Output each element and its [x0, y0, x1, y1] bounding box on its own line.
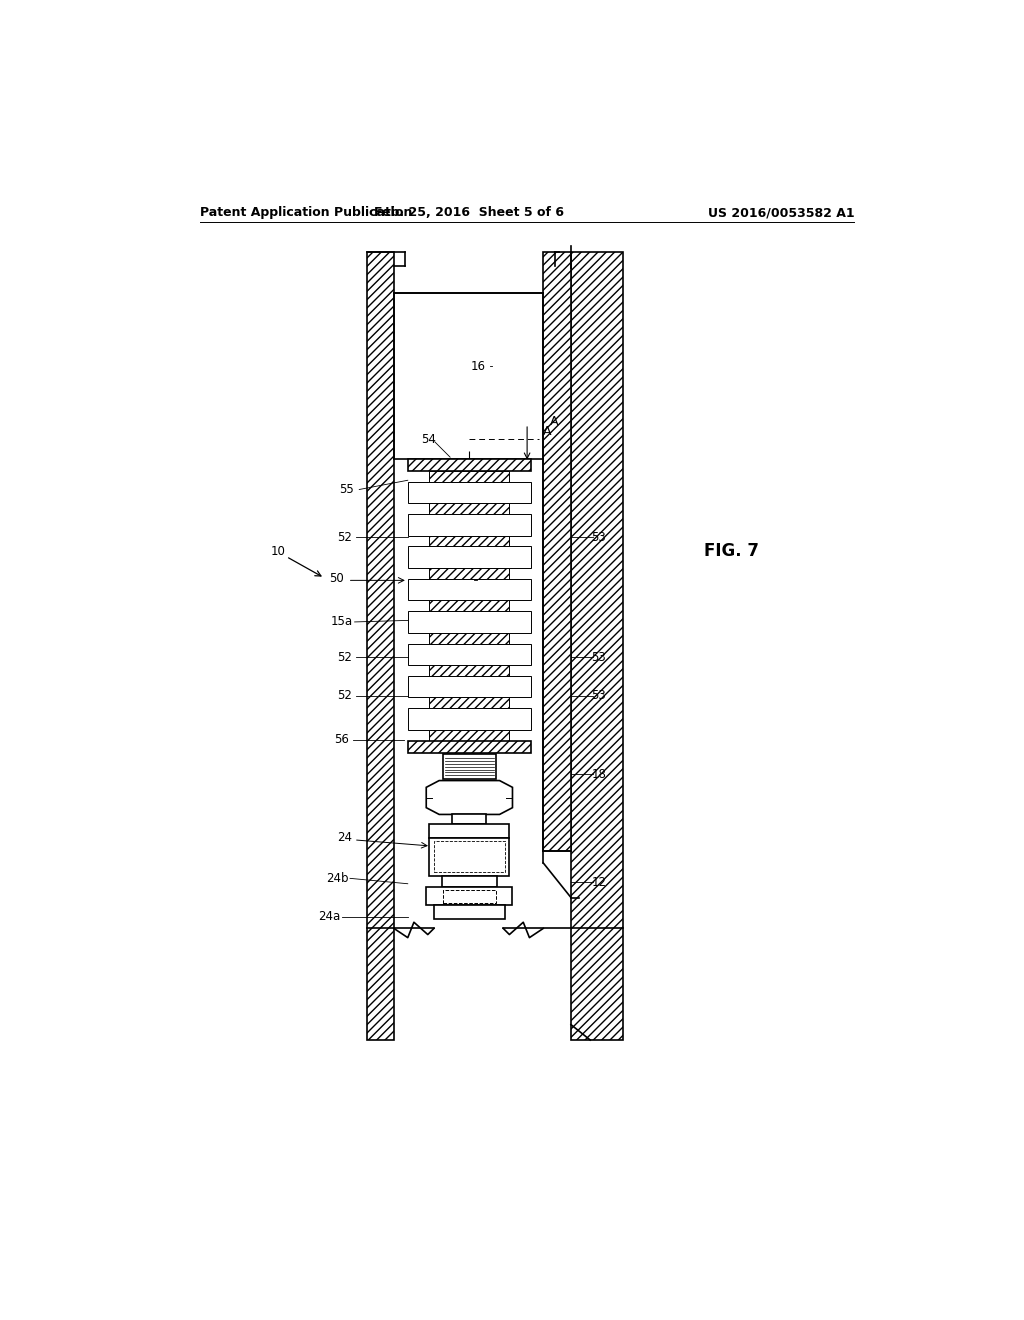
Text: 54: 54	[421, 433, 436, 446]
Bar	[426, 887, 512, 906]
Text: A: A	[550, 416, 559, 428]
Bar	[571, 252, 624, 1040]
Bar	[429, 697, 509, 708]
Bar	[408, 611, 531, 632]
Bar	[443, 890, 496, 903]
Bar	[429, 665, 509, 676]
Text: 12: 12	[591, 875, 606, 888]
Text: A: A	[543, 425, 551, 438]
Text: Patent Application Publication: Patent Application Publication	[200, 206, 413, 219]
Text: Feb. 25, 2016  Sheet 5 of 6: Feb. 25, 2016 Sheet 5 of 6	[375, 206, 564, 219]
Bar	[434, 906, 505, 919]
Bar	[429, 568, 509, 579]
Bar	[441, 876, 497, 887]
Text: FIG. 7: FIG. 7	[703, 543, 759, 560]
Text: 50: 50	[330, 572, 344, 585]
Polygon shape	[426, 780, 512, 814]
Bar	[453, 814, 486, 824]
Bar	[408, 579, 531, 601]
Bar	[429, 536, 509, 546]
Text: 53: 53	[591, 531, 606, 544]
Text: 16: 16	[471, 360, 486, 372]
Bar	[429, 471, 509, 482]
Text: 18: 18	[591, 768, 606, 781]
Bar	[408, 644, 531, 665]
Text: 10: 10	[271, 545, 286, 557]
Bar	[408, 515, 531, 536]
Text: 52: 52	[337, 531, 352, 544]
Text: 53: 53	[591, 651, 606, 664]
Bar	[429, 601, 509, 611]
Bar	[544, 252, 571, 851]
Bar	[429, 824, 509, 838]
Text: 24: 24	[337, 832, 352, 843]
Bar	[408, 741, 531, 752]
Text: 52: 52	[337, 689, 352, 702]
Text: 53: 53	[591, 689, 606, 702]
Text: 22: 22	[456, 574, 471, 587]
Text: 24b: 24b	[326, 871, 348, 884]
Bar	[367, 252, 394, 1040]
Bar	[408, 708, 531, 730]
Bar	[434, 841, 505, 873]
Text: 52: 52	[337, 651, 352, 664]
Text: US 2016/0053582 A1: US 2016/0053582 A1	[708, 206, 854, 219]
Bar	[394, 252, 544, 1040]
Bar	[429, 838, 509, 876]
Text: 15a: 15a	[331, 615, 352, 628]
Text: 55: 55	[339, 483, 353, 496]
Bar	[408, 459, 531, 471]
Bar	[443, 755, 496, 779]
Bar	[429, 730, 509, 741]
Bar	[408, 676, 531, 697]
Bar	[429, 503, 509, 515]
Text: 24a: 24a	[318, 911, 340, 924]
Bar	[408, 546, 531, 568]
Bar	[408, 482, 531, 503]
Text: 56: 56	[334, 733, 349, 746]
Bar	[429, 632, 509, 644]
